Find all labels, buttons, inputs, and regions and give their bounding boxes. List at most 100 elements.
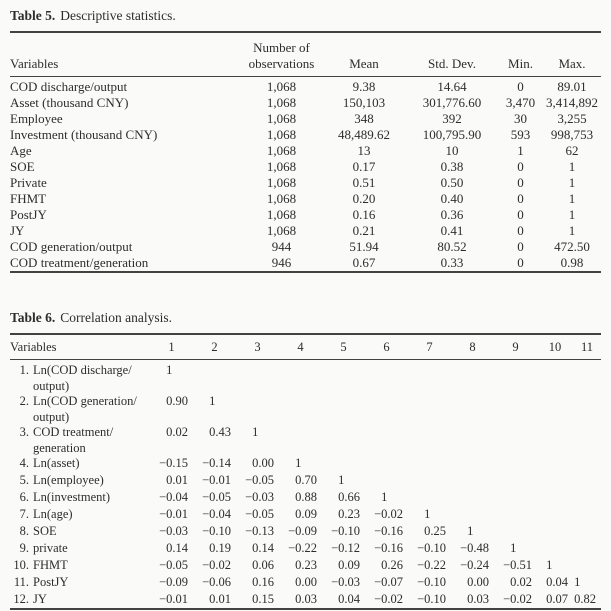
descriptive-statistics-table: Variables Number of observations Mean Std. … (10, 31, 601, 273)
correlation-cell (322, 360, 365, 395)
table5-row: SOE 1,068 0.17 0.38 0 1 (10, 159, 601, 175)
value-cell: 0 (517, 255, 524, 270)
correlation-cell: −0.05 (245, 507, 274, 521)
value-cell: 48,489.62 (338, 127, 390, 142)
correlation-cell: −0.02 (374, 507, 403, 521)
value-cell: 301,776.60 (422, 95, 482, 110)
table5-row: Asset (thousand CNY) 1,068 150,103 301,776.… (10, 95, 601, 111)
correlation-cell: 1.00 (510, 541, 517, 555)
variable-name-cell: Age (10, 143, 32, 158)
variable-name-cell: Private (10, 175, 47, 190)
value-cell: 30 (514, 111, 527, 126)
table6-column-number: 3 (236, 334, 279, 360)
table6-body: 1. Ln(COD discharge/ output) 1.00 2. Ln(COD … (10, 360, 601, 610)
table5-header: Variables Number of observations Mean Std. … (10, 32, 601, 77)
value-cell: 0.38 (440, 159, 464, 174)
variable-name-cell: 2. Ln(COD generation/ output) (10, 394, 150, 425)
variable-label: 8. SOE (10, 524, 150, 540)
value-cell: 1,068 (266, 159, 297, 174)
variable-name-cell: 4. Ln(asset) (10, 456, 150, 473)
correlation-cell: 0.09 (295, 507, 317, 521)
variable-label: 9. private (10, 541, 150, 557)
correlation-cell: 1.00 (338, 473, 345, 487)
table6-header-row: Variables 1 2 3 4 5 6 7 8 9 10 11 (10, 334, 601, 360)
correlation-cell (365, 473, 408, 490)
value-cell: 0.51 (352, 175, 376, 190)
value-cell: 3,255 (557, 111, 587, 126)
variable-number: 5. (19, 473, 29, 487)
correlation-cell (236, 360, 279, 395)
correlation-cell (408, 394, 451, 425)
correlation-cell: 1.00 (252, 425, 259, 439)
variable-label: 10. FHMT (10, 558, 150, 574)
table6-column-number: 10 (537, 334, 573, 360)
value-cell: 1 (568, 223, 576, 238)
table6-header: Variables 1 2 3 4 5 6 7 8 9 10 11 (10, 334, 601, 360)
value-cell: 1,068 (266, 95, 297, 110)
correlation-cell (573, 394, 601, 425)
value-cell: 0 (517, 239, 524, 254)
correlation-cell: −0.05 (245, 473, 274, 487)
correlation-cell: −0.02 (202, 558, 231, 572)
table6-row: 4. Ln(asset) −0.15 −0.14 0.00 1.00 (10, 456, 601, 473)
correlation-cell (451, 456, 494, 473)
value-cell: 946 (271, 255, 292, 270)
value-cell: 10 (445, 143, 459, 158)
correlation-cell (573, 360, 601, 395)
value-cell: 1,068 (266, 127, 297, 142)
value-cell: 80.52 (437, 239, 467, 254)
variable-name-cell: 8. SOE (10, 524, 150, 541)
correlation-cell: 0.82 (574, 592, 596, 606)
table5-column-header: Max. (543, 32, 601, 77)
correlation-cell: 0.66 (338, 490, 360, 504)
correlation-cell: 0.14 (252, 541, 274, 555)
variable-text: Ln(investment) (33, 490, 111, 504)
variable-number: 4. (19, 456, 29, 470)
table5-caption-text: Descriptive statistics. (60, 8, 176, 23)
variable-number: 11. (13, 575, 29, 589)
variable-number: 9. (19, 541, 29, 555)
correlation-cell: 0.06 (252, 558, 274, 572)
value-cell: 1 (517, 143, 524, 158)
correlation-cell (573, 425, 601, 456)
variable-number: 3. (19, 425, 29, 439)
table5-row: JY 1,068 0.21 0.41 0 1 (10, 223, 601, 239)
correlation-cell: 1.00 (381, 490, 388, 504)
table6-row: 9. private 0.14 0.19 0.14 −0.22 −0.12 −0.16 −0.1… (10, 541, 601, 558)
correlation-cell: −0.51 (503, 558, 532, 572)
value-cell: 89.01 (557, 79, 587, 94)
correlation-cell: −0.04 (159, 490, 188, 504)
correlation-cell: 0.70 (295, 473, 317, 487)
value-cell: 0 (517, 159, 524, 174)
value-cell: 392 (442, 111, 462, 126)
variable-label: 12. JY (10, 592, 150, 608)
value-cell: 1,068 (266, 175, 297, 190)
correlation-cell (193, 360, 236, 395)
correlation-cell: −0.04 (202, 507, 231, 521)
value-cell: 62 (565, 143, 579, 158)
correlation-cell: 0.02 (510, 575, 532, 589)
correlation-cell (279, 425, 322, 456)
value-cell: 1 (568, 175, 576, 190)
variable-number: 2. (19, 394, 29, 408)
correlation-cell (236, 394, 279, 425)
variable-number: 10. (13, 558, 29, 572)
correlation-cell: 0.07 (546, 592, 568, 606)
value-cell: 3,470 (505, 95, 536, 110)
value-cell: 0 (517, 191, 524, 206)
correlation-cell: −0.13 (245, 524, 274, 538)
correlation-cell (408, 360, 451, 395)
value-cell: 0.98 (560, 255, 584, 270)
table6-column-number: 8 (451, 334, 494, 360)
table5-section: Table 5. Descriptive statistics. Variable… (10, 7, 601, 273)
correlation-cell: 0.43 (209, 425, 231, 439)
correlation-cell (279, 360, 322, 395)
table5-column-header: Std. Dev. (406, 32, 498, 77)
correlation-cell (537, 360, 573, 395)
variable-number: 12. (13, 592, 29, 606)
value-cell: 348 (354, 111, 374, 126)
correlation-cell: −0.03 (245, 490, 274, 504)
correlation-cell: −0.16 (374, 524, 403, 538)
value-cell: 150,103 (342, 95, 386, 110)
